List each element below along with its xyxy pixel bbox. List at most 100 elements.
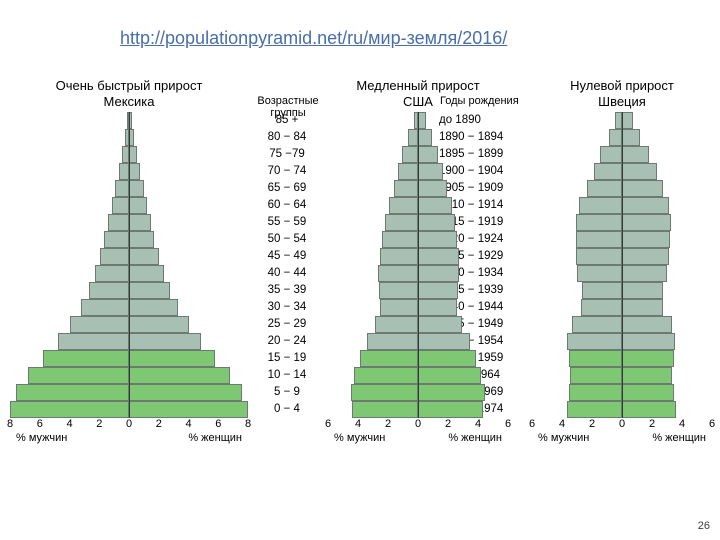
- bar-male: [569, 350, 622, 367]
- bar-male: [576, 248, 622, 265]
- bar-female: [622, 129, 640, 146]
- bar-female: [622, 146, 649, 163]
- axis-label-male: % мужчин: [334, 432, 385, 444]
- bar-male: [567, 401, 623, 418]
- pyramid-body: [328, 112, 508, 418]
- x-axis: 864202468% мужчин% женщин: [10, 418, 248, 448]
- center-line: [129, 112, 130, 418]
- bar-male: [567, 333, 622, 350]
- bar-female: [129, 248, 159, 265]
- source-link[interactable]: http://populationpyramid.net/ru/мир-земл…: [120, 28, 507, 49]
- bar-female: [129, 401, 248, 418]
- bar-female: [129, 214, 151, 231]
- axis-tick: 6: [325, 418, 331, 430]
- axis-tick: 2: [649, 418, 655, 430]
- axis-tick: 4: [475, 418, 481, 430]
- axis-tick: 0: [619, 418, 625, 430]
- bar-male: [43, 350, 129, 367]
- bar-male: [354, 367, 418, 384]
- axis-tick: 4: [559, 418, 565, 430]
- bar-female: [622, 231, 670, 248]
- bar-female: [622, 180, 663, 197]
- bar-female: [418, 316, 462, 333]
- bar-female: [129, 231, 154, 248]
- bar-male: [378, 265, 418, 282]
- bar-female: [622, 350, 674, 367]
- bar-male: [579, 197, 622, 214]
- bar-female: [622, 214, 671, 231]
- bar-male: [587, 180, 622, 197]
- bar-female: [418, 248, 459, 265]
- bar-male: [380, 299, 418, 316]
- bar-male: [351, 384, 419, 401]
- bar-female: [418, 384, 485, 401]
- axis-tick: 2: [156, 418, 162, 430]
- axis-tick: 4: [679, 418, 685, 430]
- pyramid-body: [532, 112, 712, 418]
- axis-tick: 8: [245, 418, 251, 430]
- bar-male: [572, 316, 622, 333]
- bar-female: [418, 299, 457, 316]
- bar-male: [95, 265, 129, 282]
- axis-tick: 4: [66, 418, 72, 430]
- bar-male: [398, 163, 418, 180]
- axis-tick: 2: [385, 418, 391, 430]
- axis-tick: 2: [445, 418, 451, 430]
- bar-female: [622, 367, 672, 384]
- axis-label-male: % мужчин: [538, 432, 589, 444]
- bar-male: [10, 401, 129, 418]
- pyramid-title: Очень быстрый приростМексика: [56, 78, 203, 112]
- center-line: [622, 112, 623, 418]
- bar-female: [129, 265, 164, 282]
- bar-female: [622, 316, 672, 333]
- bar-male: [100, 248, 129, 265]
- bar-male: [360, 350, 418, 367]
- page-number: 26: [698, 520, 710, 532]
- bar-male: [119, 163, 129, 180]
- bar-male: [389, 197, 418, 214]
- bar-female: [129, 197, 147, 214]
- bar-female: [129, 299, 178, 316]
- bar-male: [408, 129, 419, 146]
- bar-male: [352, 401, 418, 418]
- x-axis: 6420246% мужчин% женщин: [328, 418, 508, 448]
- bar-male: [382, 231, 418, 248]
- bar-female: [622, 333, 675, 350]
- bar-male: [115, 180, 129, 197]
- bar-female: [622, 248, 669, 265]
- bar-female: [622, 282, 663, 299]
- bar-female: [418, 350, 476, 367]
- bar-male: [582, 282, 623, 299]
- bar-male: [385, 214, 418, 231]
- axis-tick: 8: [7, 418, 13, 430]
- axis-tick: 4: [185, 418, 191, 430]
- bar-male: [576, 231, 623, 248]
- bar-male: [576, 214, 622, 231]
- bar-male: [594, 163, 623, 180]
- axis-tick: 0: [126, 418, 132, 430]
- bar-male: [367, 333, 418, 350]
- bar-male: [615, 112, 622, 129]
- bar-female: [129, 146, 137, 163]
- bar-male: [581, 299, 622, 316]
- bar-male: [108, 214, 129, 231]
- bar-male: [16, 384, 129, 401]
- bar-female: [129, 316, 189, 333]
- bar-male: [600, 146, 622, 163]
- bar-female: [622, 197, 669, 214]
- axis-label-male: % мужчин: [16, 432, 67, 444]
- bar-male: [81, 299, 129, 316]
- bar-female: [418, 214, 455, 231]
- bar-female: [418, 180, 447, 197]
- bar-female: [418, 163, 443, 180]
- bar-female: [129, 350, 215, 367]
- bar-male: [28, 367, 129, 384]
- bar-female: [129, 367, 230, 384]
- bar-male: [402, 146, 419, 163]
- axis-tick: 0: [415, 418, 421, 430]
- bar-male: [58, 333, 129, 350]
- bar-male: [379, 282, 418, 299]
- pyramid-title: Медленный приростСША: [356, 78, 479, 112]
- bar-female: [418, 231, 457, 248]
- pyramid-charts-row: Очень быстрый приростМексика864202468% м…: [10, 78, 710, 498]
